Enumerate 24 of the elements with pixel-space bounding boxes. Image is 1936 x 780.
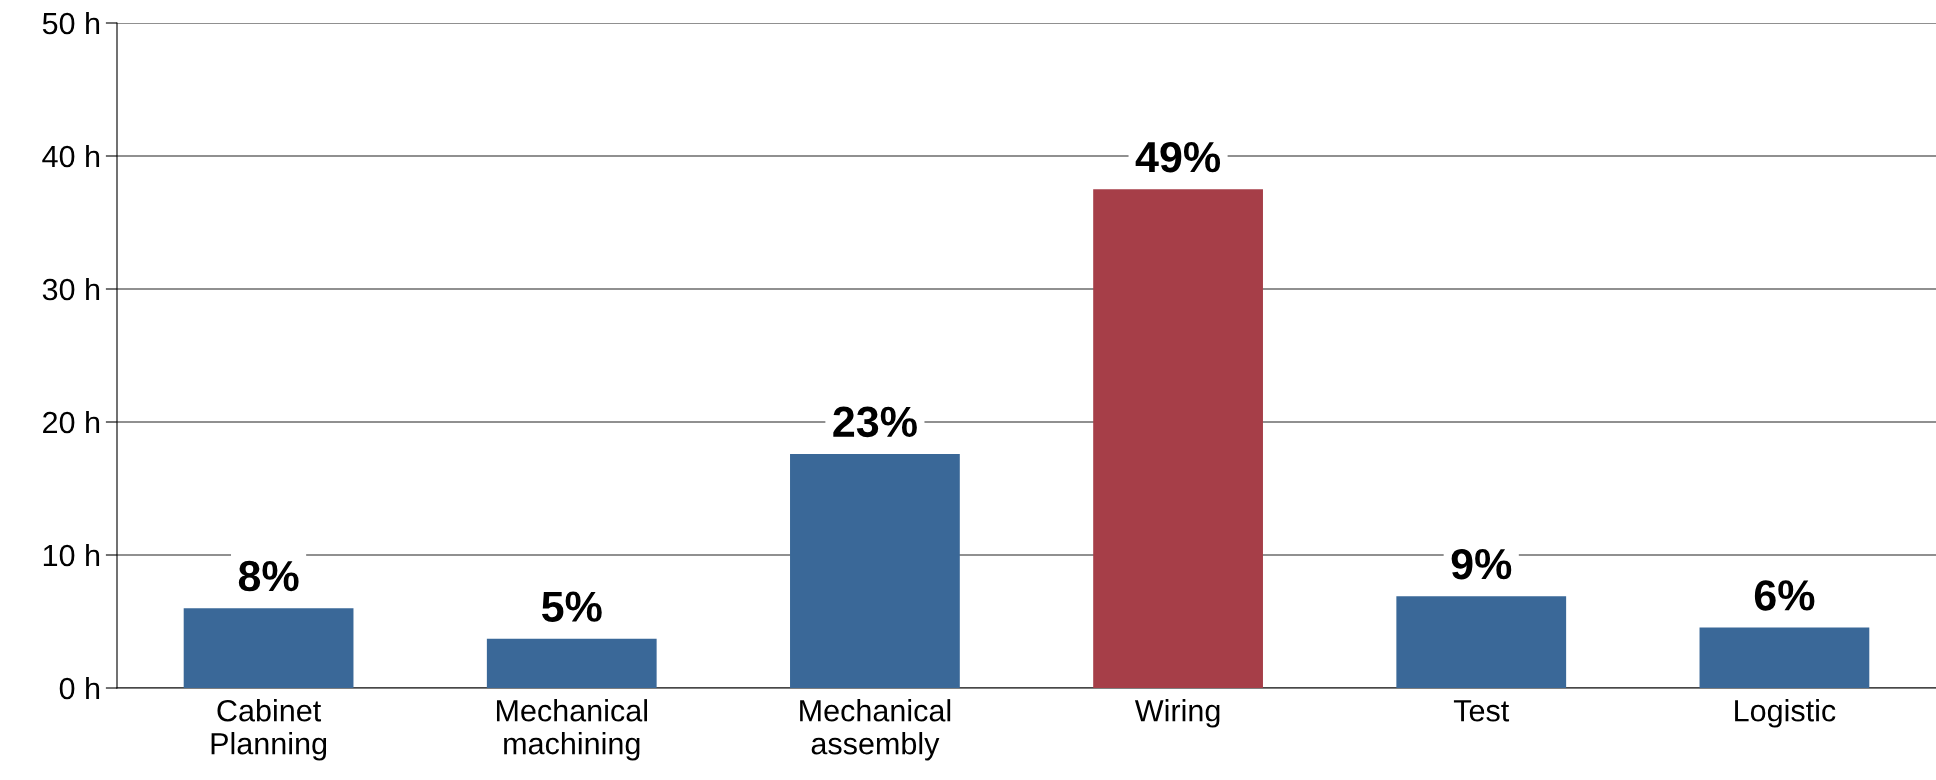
y-tick-label: 10 h: [43, 543, 100, 567]
annotation: 23%: [833, 406, 917, 438]
annotation: 6%: [1754, 580, 1815, 611]
x-tick-label: Wiring: [1134, 699, 1220, 728]
annotation: 5%: [541, 591, 602, 622]
annotation: 8%: [238, 560, 299, 592]
x-tick-label: Mechanical machining: [496, 699, 647, 761]
bar: [790, 453, 960, 688]
y-tick-label: 40 h: [42, 144, 100, 168]
y-tick-label: 20 h: [43, 410, 100, 434]
x-tick-label: Cabinet Planning: [211, 699, 327, 761]
x-tick-label: Logistic: [1735, 699, 1836, 728]
annotation: 49%: [1135, 141, 1221, 173]
bar: [1396, 596, 1567, 688]
bar: [486, 638, 657, 688]
bar: [1093, 189, 1263, 688]
y-tick-label: 50 h: [42, 11, 100, 35]
x-tick-label: Mechanical assembly: [800, 699, 951, 761]
bar: [1699, 627, 1870, 688]
y-tick-label: 30 h: [42, 277, 100, 301]
annotation: 9%: [1451, 548, 1512, 580]
y-tick-label: 0 h: [59, 676, 100, 700]
bar: [183, 608, 354, 688]
x-tick-label: Test: [1453, 700, 1510, 722]
